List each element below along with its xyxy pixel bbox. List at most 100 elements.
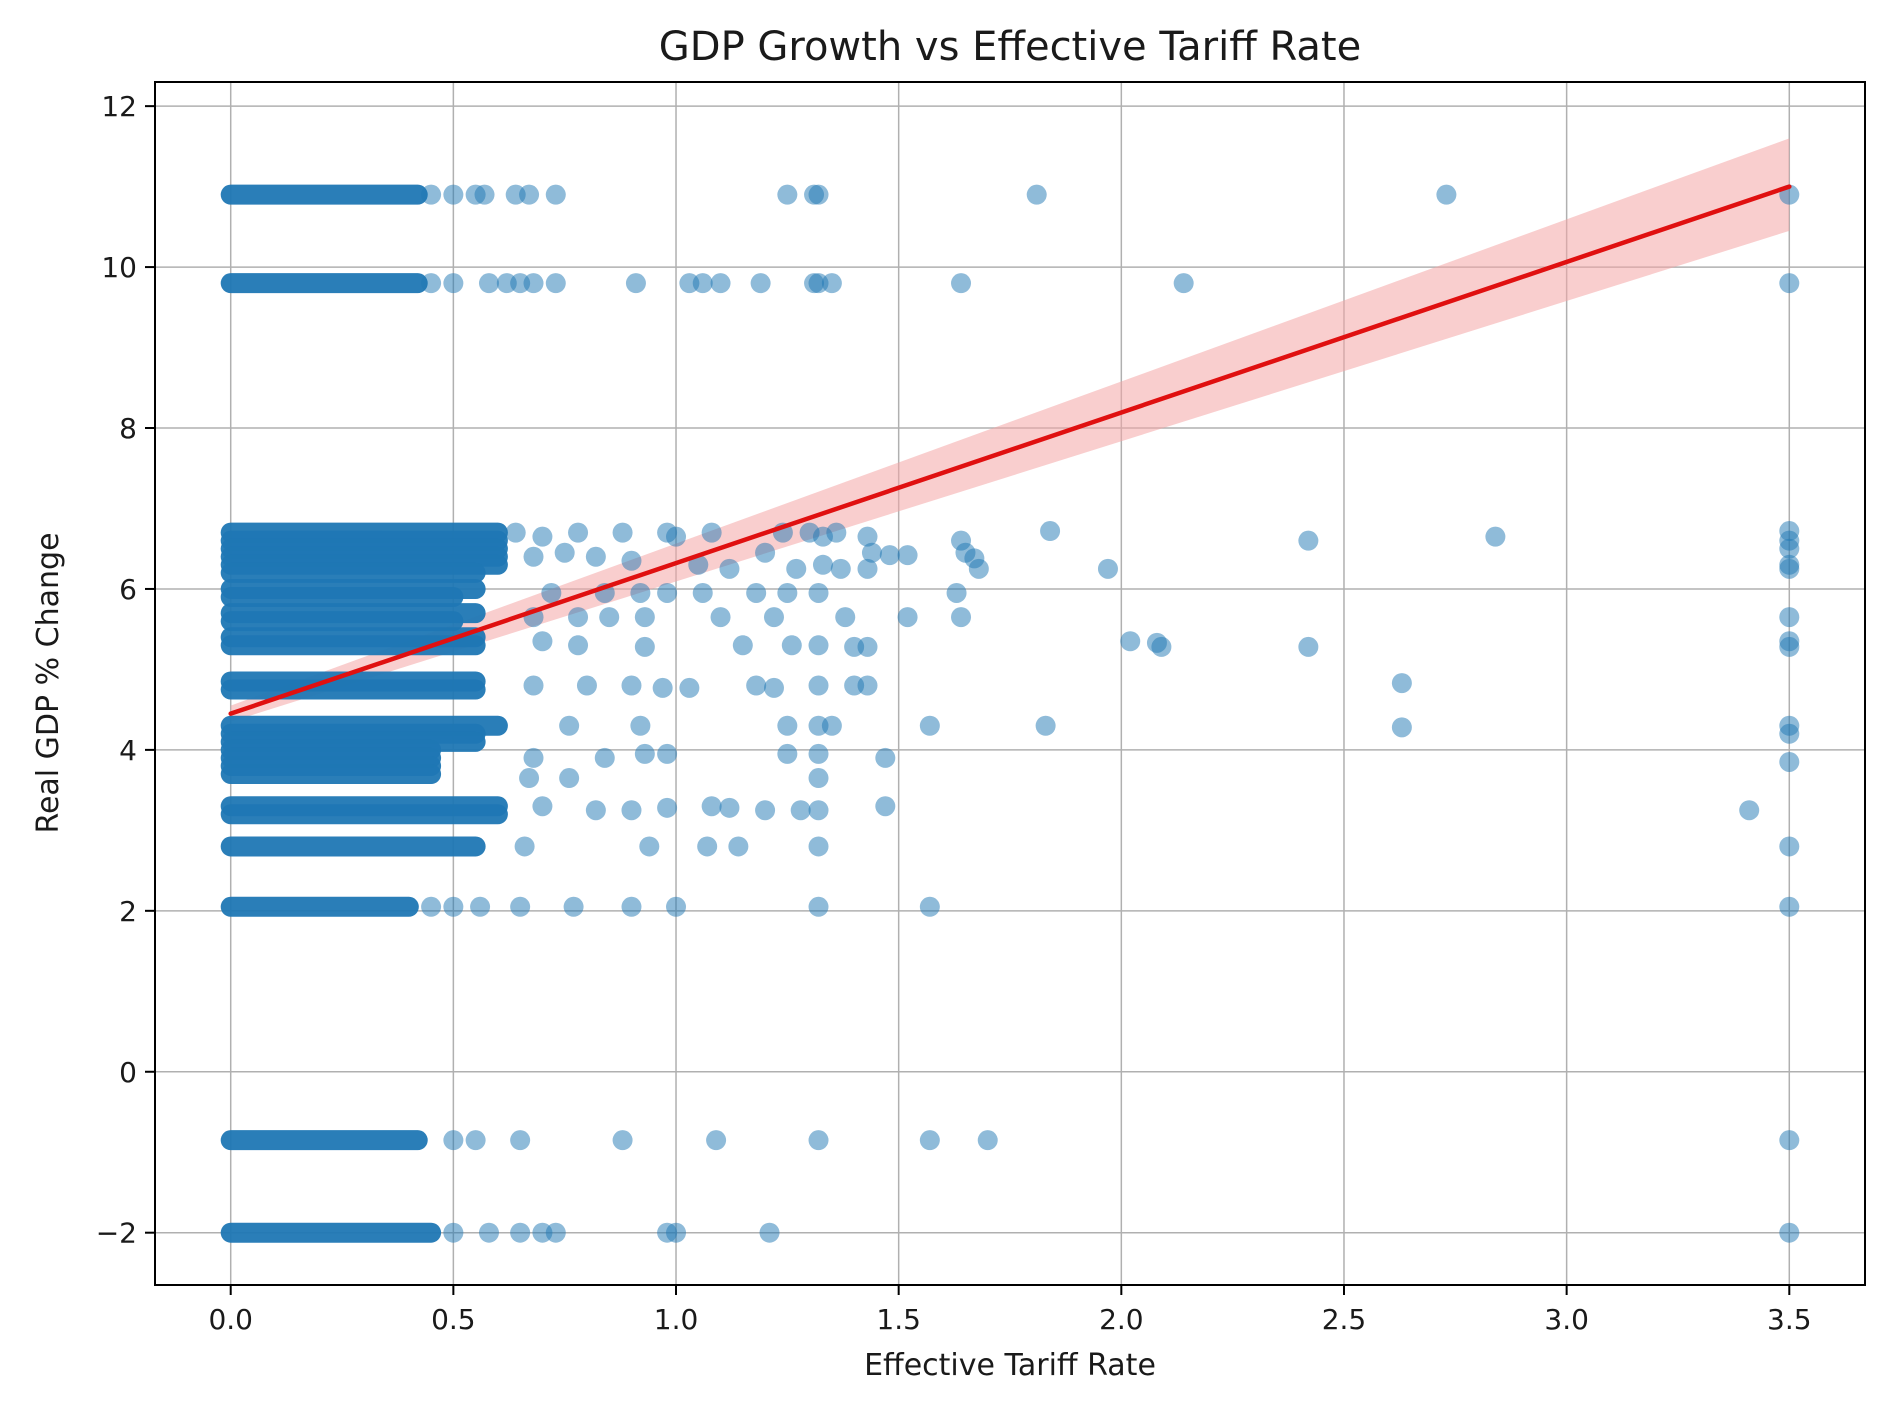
- scatter-point: [830, 558, 851, 579]
- scatter-point: [443, 896, 464, 917]
- scatter-point: [625, 273, 646, 294]
- scatter-point: [688, 554, 709, 575]
- scatter-point: [514, 836, 535, 857]
- scatter-point: [746, 675, 767, 696]
- scatter-point: [554, 542, 575, 563]
- scatter-point: [1120, 631, 1141, 652]
- scatter-point: [808, 800, 829, 821]
- y-axis-label: Real GDP % Change: [31, 532, 66, 833]
- scatter-point: [1173, 273, 1194, 294]
- scatter-point: [519, 768, 540, 789]
- scatter-point: [777, 715, 798, 736]
- scatter-point: [759, 1222, 780, 1243]
- scatter-point-cluster: [220, 586, 464, 607]
- scatter-point: [875, 796, 896, 817]
- scatter-point: [532, 796, 553, 817]
- scatter-point-cluster: [220, 611, 464, 632]
- scatter-point: [746, 582, 767, 603]
- scatter-point: [478, 1222, 499, 1243]
- scatter-point: [621, 675, 642, 696]
- scatter-point: [1040, 521, 1061, 542]
- scatter-point: [510, 1130, 531, 1151]
- scatter-point: [1779, 836, 1800, 857]
- scatter-point: [470, 896, 491, 917]
- scatter-point: [510, 896, 531, 917]
- scatter-point: [777, 184, 798, 205]
- scatter-point-cluster: [220, 896, 419, 917]
- x-tick-label: 1.0: [654, 1303, 699, 1336]
- scatter-point: [897, 607, 918, 628]
- scatter-point: [666, 896, 687, 917]
- scatter-point: [545, 184, 566, 205]
- scatter-point: [1779, 538, 1800, 559]
- scatter-point: [634, 636, 655, 657]
- scatter-point: [639, 836, 660, 857]
- x-tick-label: 3.0: [1544, 1303, 1589, 1336]
- y-tick-label: 0: [119, 1056, 137, 1089]
- x-axis-label: Effective Tariff Rate: [864, 1348, 1156, 1383]
- scatter-point: [919, 715, 940, 736]
- scatter-point: [563, 896, 584, 917]
- scatter-point-cluster: [220, 273, 428, 294]
- scatter-point: [532, 631, 553, 652]
- scatter-point: [692, 582, 713, 603]
- scatter-point: [474, 184, 495, 205]
- y-tick-label: −2: [96, 1217, 137, 1250]
- scatter-point: [465, 1130, 486, 1151]
- scatter-point-cluster: [220, 635, 486, 656]
- scatter-point: [1298, 530, 1319, 551]
- scatter-point: [443, 1222, 464, 1243]
- scatter-point: [951, 607, 972, 628]
- y-tick-label: 4: [119, 734, 137, 767]
- scatter-point-cluster: [220, 836, 486, 857]
- scatter-point: [443, 184, 464, 205]
- scatter-point: [977, 1130, 998, 1151]
- scatter-point: [443, 1130, 464, 1151]
- scatter-point: [701, 796, 722, 817]
- scatter-point: [666, 526, 687, 547]
- scatter-point: [968, 558, 989, 579]
- axis-ticks: 0.0 0.5 1.0 1.5 2.0 2.5 3.0 3.5 −2 0 2 4 6 8 10 12: [96, 90, 1812, 1336]
- scatter-point: [1779, 723, 1800, 744]
- scatter-point: [808, 836, 829, 857]
- scatter-point: [750, 273, 771, 294]
- scatter-point: [861, 542, 882, 563]
- scatter-point: [919, 1130, 940, 1151]
- scatter-point: [1779, 1130, 1800, 1151]
- scatter-point: [1779, 751, 1800, 772]
- scatter-point: [657, 582, 678, 603]
- y-tick-label: 2: [119, 895, 137, 928]
- scatter-point: [808, 635, 829, 656]
- scatter-point: [679, 677, 700, 698]
- scatter-point: [657, 743, 678, 764]
- scatter-point: [777, 743, 798, 764]
- scatter-point: [1391, 673, 1412, 694]
- scatter-point: [755, 800, 776, 821]
- scatter-point: [821, 715, 842, 736]
- scatter-point: [634, 743, 655, 764]
- scatter-point: [808, 743, 829, 764]
- scatter-point: [1779, 1222, 1800, 1243]
- scatter-point: [763, 677, 784, 698]
- scatter-point: [1779, 273, 1800, 294]
- scatter-point: [585, 546, 606, 567]
- scatter-point: [421, 273, 442, 294]
- scatter-point: [1097, 558, 1118, 579]
- scatter-point: [1298, 636, 1319, 657]
- regression-line-layer: [228, 184, 1792, 716]
- scatter-point: [875, 747, 896, 768]
- x-tick-label: 0.5: [431, 1303, 476, 1336]
- scatter-point: [728, 836, 749, 857]
- scatter-point: [790, 800, 811, 821]
- scatter-point: [621, 550, 642, 571]
- scatter-point-cluster: [220, 764, 442, 785]
- scatter-point: [897, 545, 918, 566]
- regression-line: [228, 184, 1792, 716]
- scatter-point: [719, 558, 740, 579]
- scatter-point: [630, 715, 651, 736]
- scatter-point: [657, 797, 678, 818]
- scatter-point: [523, 747, 544, 768]
- scatter-point: [559, 715, 580, 736]
- scatter-point: [621, 800, 642, 821]
